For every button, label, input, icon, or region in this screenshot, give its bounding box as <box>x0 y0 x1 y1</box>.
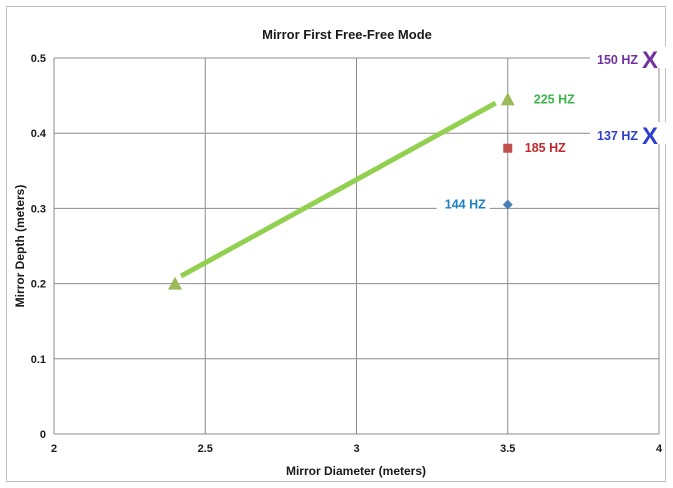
annotation-mask <box>590 46 667 68</box>
x-mark-icon: X <box>642 47 658 74</box>
off-chart-label: 137 HZ <box>597 129 638 143</box>
triangle-marker <box>500 92 515 106</box>
diamond-marker <box>502 199 513 210</box>
y-tick-label: 0.2 <box>31 279 46 291</box>
y-tick-label: 0.1 <box>31 354 46 366</box>
y-tick-label: 0.5 <box>31 53 46 65</box>
point-label-mask <box>529 90 583 109</box>
chart-svg: 0 0.1 0.2 0.3 0.4 0.5 2 2.5 3 3.5 4 Mirror First Fr… <box>13 27 667 478</box>
chart-area: 0 0.1 0.2 0.3 0.4 0.5 2 2.5 3 3.5 4 Mirror First Fr… <box>6 6 667 482</box>
point-label-mask <box>520 139 574 158</box>
x-mark-icon: X <box>642 123 658 150</box>
point-label: 225 HZ <box>534 92 575 106</box>
y-axis-title: Mirror Depth (meters) <box>13 185 27 308</box>
x-axis-title: Mirror Diameter (meters) <box>286 464 426 478</box>
off-chart-label: 150 HZ <box>597 53 638 67</box>
triangle-marker <box>168 276 182 290</box>
chart-title: Mirror First Free-Free Mode <box>262 27 432 42</box>
point-label: 185 HZ <box>525 141 566 155</box>
x-tick-label: 2.5 <box>198 443 213 455</box>
trend-line <box>179 100 497 279</box>
x-tick-label: 3.5 <box>500 443 515 455</box>
y-tick-label: 0.4 <box>31 128 47 140</box>
point-label: 144 HZ <box>445 198 486 212</box>
x-tick-label: 4 <box>656 443 663 455</box>
annotation-mask <box>590 122 667 145</box>
y-tick-label: 0 <box>40 429 46 441</box>
x-tick-label: 2 <box>51 443 57 455</box>
y-tick-label: 0.3 <box>31 203 46 215</box>
square-marker <box>503 143 513 153</box>
x-tick-label: 3 <box>353 443 359 455</box>
point-label-mask <box>436 195 490 214</box>
